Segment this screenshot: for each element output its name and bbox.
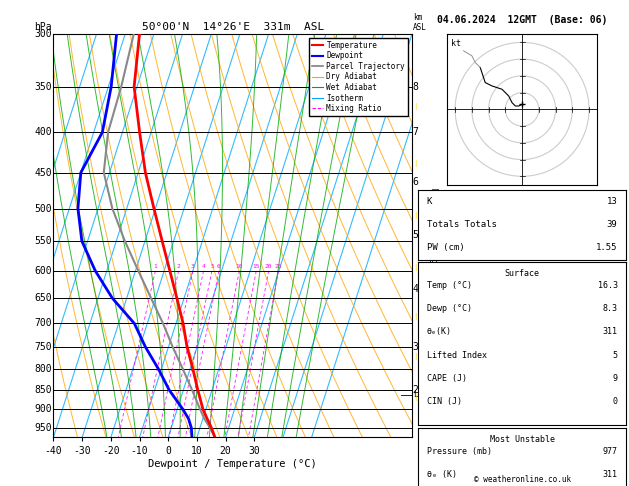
Text: 850: 850 — [34, 385, 52, 395]
Text: Totals Totals: Totals Totals — [426, 220, 496, 229]
Text: 300: 300 — [34, 29, 52, 39]
Text: 350: 350 — [34, 82, 52, 92]
X-axis label: Dewpoint / Temperature (°C): Dewpoint / Temperature (°C) — [148, 459, 317, 469]
Text: θₑ (K): θₑ (K) — [426, 470, 457, 479]
Text: |: | — [414, 353, 416, 360]
Text: CIN (J): CIN (J) — [426, 398, 462, 406]
Text: 2: 2 — [413, 385, 418, 395]
Text: km
ASL: km ASL — [413, 13, 426, 32]
Text: 0: 0 — [613, 398, 618, 406]
Text: |: | — [414, 313, 416, 320]
Text: 550: 550 — [34, 236, 52, 246]
Text: 1.55: 1.55 — [596, 243, 618, 252]
Text: LCL: LCL — [413, 390, 428, 399]
Text: 500: 500 — [34, 204, 52, 213]
Text: 5: 5 — [413, 230, 418, 240]
Text: 950: 950 — [34, 423, 52, 433]
Text: 900: 900 — [34, 404, 52, 415]
Text: 977: 977 — [603, 447, 618, 455]
Text: 2: 2 — [177, 264, 181, 269]
Text: 3: 3 — [191, 264, 195, 269]
Text: Surface: Surface — [504, 269, 540, 278]
Text: CAPE (J): CAPE (J) — [426, 374, 467, 383]
Text: 39: 39 — [607, 220, 618, 229]
Text: 700: 700 — [34, 318, 52, 329]
Text: Most Unstable: Most Unstable — [489, 435, 555, 444]
Text: 9: 9 — [613, 374, 618, 383]
Text: 5: 5 — [613, 351, 618, 360]
Text: 8: 8 — [413, 82, 418, 92]
Text: 04.06.2024  12GMT  (Base: 06): 04.06.2024 12GMT (Base: 06) — [437, 15, 607, 25]
Text: 3: 3 — [413, 342, 418, 352]
Text: kt: kt — [451, 38, 461, 48]
Text: 4: 4 — [413, 283, 418, 294]
Text: |: | — [414, 264, 416, 272]
Text: 400: 400 — [34, 127, 52, 138]
Text: 13: 13 — [607, 197, 618, 206]
Text: 750: 750 — [34, 342, 52, 352]
Legend: Temperature, Dewpoint, Parcel Trajectory, Dry Adiabat, Wet Adiabat, Isotherm, Mi: Temperature, Dewpoint, Parcel Trajectory… — [309, 38, 408, 116]
Text: 600: 600 — [34, 266, 52, 276]
Text: 8.3: 8.3 — [603, 304, 618, 313]
Text: 311: 311 — [603, 470, 618, 479]
Text: © weatheronline.co.uk: © weatheronline.co.uk — [474, 474, 571, 484]
Text: 25: 25 — [275, 264, 282, 269]
Text: PW (cm): PW (cm) — [426, 243, 464, 252]
Text: hPa: hPa — [34, 22, 52, 32]
Text: 800: 800 — [34, 364, 52, 374]
Text: 16.3: 16.3 — [598, 281, 618, 290]
Text: 6: 6 — [217, 264, 221, 269]
Text: 6: 6 — [413, 176, 418, 187]
Text: Lifted Index: Lifted Index — [426, 351, 487, 360]
Text: Mixing Ratio (g/kg): Mixing Ratio (g/kg) — [429, 188, 438, 283]
Text: Dewp (°C): Dewp (°C) — [426, 304, 472, 313]
Text: 650: 650 — [34, 293, 52, 303]
Text: 7: 7 — [413, 127, 418, 138]
Text: |: | — [414, 103, 416, 110]
Text: 1: 1 — [153, 264, 157, 269]
Text: |: | — [414, 394, 416, 400]
Text: 10: 10 — [236, 264, 243, 269]
Text: 20: 20 — [265, 264, 272, 269]
Text: 4: 4 — [202, 264, 206, 269]
Text: Pressure (mb): Pressure (mb) — [426, 447, 492, 455]
Text: |: | — [414, 212, 416, 219]
Text: 450: 450 — [34, 168, 52, 177]
Title: 50°00'N  14°26'E  331m  ASL: 50°00'N 14°26'E 331m ASL — [142, 22, 324, 32]
Text: Temp (°C): Temp (°C) — [426, 281, 472, 290]
Text: 15: 15 — [252, 264, 260, 269]
Text: 311: 311 — [603, 328, 618, 336]
Text: K: K — [426, 197, 432, 206]
Text: 5: 5 — [210, 264, 214, 269]
Text: θₑ(K): θₑ(K) — [426, 328, 452, 336]
Text: |: | — [414, 159, 416, 167]
